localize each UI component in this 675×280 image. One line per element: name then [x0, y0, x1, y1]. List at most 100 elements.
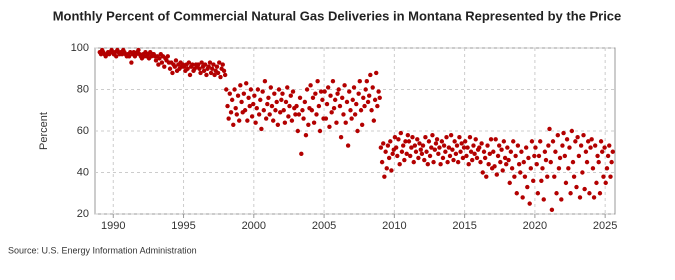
- point: [445, 159, 450, 165]
- point: [443, 149, 448, 154]
- point: [406, 139, 412, 144]
- point: [136, 47, 141, 53]
- point: [495, 153, 501, 159]
- point: [432, 147, 438, 152]
- point: [515, 143, 521, 148]
- point: [527, 201, 532, 206]
- point: [114, 54, 119, 59]
- point: [559, 197, 564, 202]
- point: [348, 108, 353, 113]
- point: [608, 174, 613, 179]
- point: [350, 97, 355, 103]
- point: [440, 155, 446, 161]
- point: [550, 139, 556, 144]
- point: [379, 159, 385, 165]
- point: [598, 139, 604, 144]
- point: [426, 139, 432, 144]
- point: [363, 87, 368, 92]
- point: [278, 110, 283, 115]
- point: [412, 143, 418, 148]
- point: [261, 108, 266, 113]
- point: [556, 166, 562, 171]
- point: [455, 159, 461, 165]
- point: [590, 166, 596, 171]
- point: [369, 108, 374, 113]
- point: [516, 162, 522, 167]
- point: [513, 153, 518, 159]
- point: [508, 149, 514, 154]
- point: [566, 166, 571, 171]
- point: [506, 157, 511, 163]
- point: [221, 68, 227, 74]
- point: [471, 143, 476, 148]
- point: [234, 112, 240, 117]
- point: [371, 118, 377, 123]
- point: [272, 91, 277, 96]
- point: [448, 132, 454, 138]
- point: [165, 54, 170, 59]
- point: [395, 153, 400, 159]
- point: [491, 149, 496, 154]
- point: [197, 66, 202, 71]
- point: [418, 147, 423, 152]
- point: [337, 103, 343, 109]
- point: [563, 180, 569, 186]
- point: [587, 191, 592, 196]
- point: [351, 85, 357, 90]
- point: [375, 103, 380, 109]
- point: [538, 139, 543, 144]
- point: [220, 62, 225, 67]
- point: [474, 155, 480, 161]
- point: [410, 135, 415, 140]
- point: [328, 93, 333, 98]
- point: [185, 66, 190, 71]
- x-tick-label: 2000: [242, 220, 266, 232]
- point: [547, 126, 552, 132]
- point: [433, 141, 439, 146]
- point: [573, 139, 578, 144]
- point: [518, 170, 523, 175]
- point: [605, 153, 611, 159]
- point: [129, 60, 134, 65]
- point: [570, 159, 576, 165]
- point: [247, 103, 252, 109]
- point: [560, 143, 565, 148]
- point: [266, 95, 271, 101]
- point: [212, 72, 217, 78]
- point: [450, 147, 455, 152]
- point: [600, 149, 605, 154]
- point: [607, 143, 612, 148]
- point: [332, 97, 338, 103]
- point: [415, 137, 420, 142]
- point: [582, 186, 587, 192]
- point: [317, 128, 323, 134]
- point: [458, 149, 463, 154]
- y-axis-label: Percent: [38, 112, 50, 150]
- point: [323, 116, 329, 121]
- point: [555, 132, 560, 138]
- point: [385, 143, 391, 148]
- point: [229, 97, 235, 103]
- point: [431, 159, 436, 165]
- point: [210, 66, 215, 71]
- point: [253, 120, 258, 125]
- point: [584, 159, 590, 165]
- point: [356, 91, 361, 96]
- point: [486, 162, 491, 167]
- x-tick-label: 2020: [523, 220, 547, 232]
- point: [347, 89, 352, 94]
- point: [461, 145, 467, 150]
- point: [315, 79, 320, 84]
- point: [246, 95, 251, 101]
- point: [214, 64, 220, 69]
- point: [597, 191, 603, 196]
- point: [172, 64, 178, 69]
- point: [338, 135, 344, 140]
- point: [365, 99, 371, 105]
- point: [342, 83, 347, 88]
- point: [153, 58, 159, 63]
- point: [416, 155, 421, 161]
- point: [601, 174, 606, 179]
- point: [487, 151, 492, 157]
